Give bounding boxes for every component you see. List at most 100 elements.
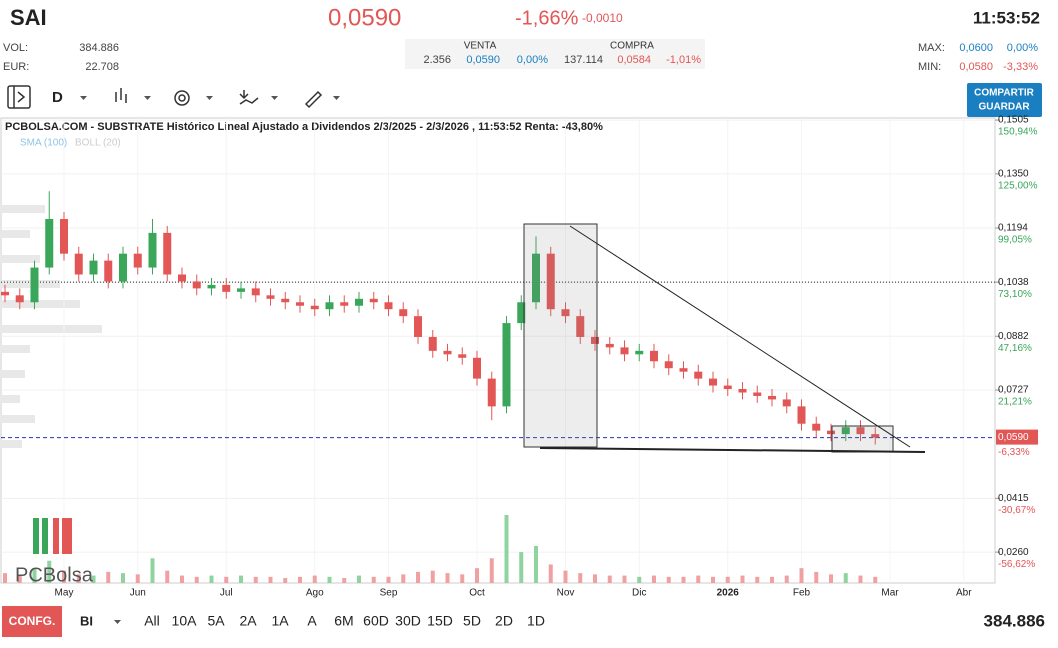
label: VENTA — [464, 41, 497, 52]
candle-body — [104, 260, 113, 282]
candle-body — [546, 253, 555, 310]
range-button[interactable]: 5A — [207, 613, 225, 629]
change-pct: -1,66% — [515, 7, 579, 29]
y-tick-change: 99,05% — [998, 235, 1032, 246]
volume: 384.886 — [79, 42, 119, 54]
timeframe[interactable]: D — [52, 89, 63, 106]
label: EUR: — [3, 61, 29, 73]
bid: 2.356 — [423, 54, 451, 66]
volume-bar — [593, 574, 597, 583]
y-tick-change: 47,16% — [998, 343, 1032, 354]
time: 11:53:52 — [973, 8, 1040, 27]
candle-body — [591, 336, 599, 344]
euros: 22.708 — [85, 61, 119, 73]
candle-body — [517, 302, 526, 324]
candle-body — [827, 430, 835, 435]
volume-bar — [401, 574, 406, 583]
config-button[interactable] — [2, 606, 62, 637]
volume-bar — [489, 558, 494, 583]
candle-body — [192, 281, 201, 289]
candle-body — [841, 427, 850, 435]
button-label: GUARDAR — [978, 102, 1030, 113]
volume-bar — [652, 575, 656, 583]
range-button[interactable]: 60D — [363, 613, 389, 629]
candle-body — [561, 309, 570, 317]
volume-bar — [17, 575, 22, 583]
candle-body — [222, 284, 231, 292]
x-tick-label: Oct — [469, 588, 485, 599]
candle-body — [178, 274, 186, 282]
range-button[interactable]: 30D — [395, 613, 421, 629]
candle-body — [635, 350, 644, 355]
button-label: COMPARTIR — [974, 88, 1035, 99]
candle-body — [369, 298, 378, 303]
share-button[interactable] — [967, 83, 1042, 117]
volume-bar — [607, 575, 612, 583]
candle-body — [296, 302, 304, 306]
y-tick-change: 150,94% — [998, 127, 1038, 138]
y-tick-label: 0,1505 — [998, 115, 1029, 126]
highlight-box — [831, 425, 894, 453]
change: -0,0010 — [582, 11, 623, 25]
volume-bar — [740, 575, 745, 583]
x-tick-label: Nov — [557, 588, 575, 599]
draw[interactable] — [304, 90, 323, 109]
volume-bar — [121, 573, 125, 583]
volume-bar — [829, 574, 833, 583]
range-button[interactable]: 1D — [527, 613, 545, 629]
candle-body — [782, 399, 791, 407]
indicators[interactable] — [239, 90, 259, 105]
y-tick-label: 0,1194 — [998, 223, 1028, 234]
indicator: BOLL (20) — [75, 138, 121, 149]
candle-body — [797, 406, 806, 424]
settings[interactable] — [174, 90, 190, 106]
chart-title: PCBOLSA.COM - SUBSTRATE Histórico Lineal… — [5, 121, 603, 133]
range-button[interactable]: 2D — [495, 613, 513, 629]
price-tag-label: 0,0590 — [998, 432, 1029, 443]
max: 0,0600 — [959, 42, 993, 54]
volume-bar — [3, 573, 7, 583]
y-tick-label: 0,0882 — [998, 331, 1029, 342]
volume-bar — [622, 575, 627, 583]
chart-type[interactable] — [115, 88, 127, 103]
toolbar — [7, 85, 323, 109]
volume-bar — [681, 576, 686, 583]
period[interactable]: BI — [80, 613, 93, 628]
indicator: SMA (100) — [20, 138, 67, 149]
range-button[interactable]: 5D — [463, 613, 481, 629]
range-button[interactable]: 15D — [427, 613, 453, 629]
y-tick-label: 0,0727 — [998, 385, 1029, 396]
candle-body — [89, 260, 98, 275]
range-button[interactable]: 1A — [271, 613, 289, 629]
volume-bar — [475, 568, 479, 583]
max: 0,00% — [1007, 42, 1038, 54]
range-button[interactable]: A — [307, 613, 317, 629]
volume-bar — [430, 570, 435, 583]
volume-bar — [666, 576, 671, 583]
volume-bar — [135, 574, 140, 583]
candle-body — [340, 302, 349, 306]
candle-body — [694, 371, 703, 379]
panel-toggle[interactable] — [7, 85, 31, 109]
candle-body — [207, 284, 216, 289]
candle-body — [251, 288, 260, 296]
volume-bar — [725, 576, 730, 583]
range-button[interactable]: 6M — [334, 613, 353, 629]
volume-bar — [814, 571, 819, 583]
ask: -1,01% — [666, 54, 701, 66]
candle-body — [237, 288, 245, 292]
ask: 0,0584 — [617, 54, 651, 66]
volume-bar — [342, 578, 347, 583]
candle-body — [753, 392, 762, 396]
range-button[interactable]: 2A — [239, 613, 257, 629]
candle-body — [133, 253, 142, 268]
candle-body — [148, 232, 157, 268]
range-button[interactable]: 10A — [172, 613, 198, 629]
candle-body — [15, 295, 24, 303]
annotations — [523, 223, 926, 453]
candle-body — [679, 368, 688, 372]
range-button[interactable]: All — [144, 613, 160, 629]
volume-bar — [327, 576, 332, 583]
candle-body — [723, 385, 732, 390]
volume-bar — [253, 576, 258, 583]
